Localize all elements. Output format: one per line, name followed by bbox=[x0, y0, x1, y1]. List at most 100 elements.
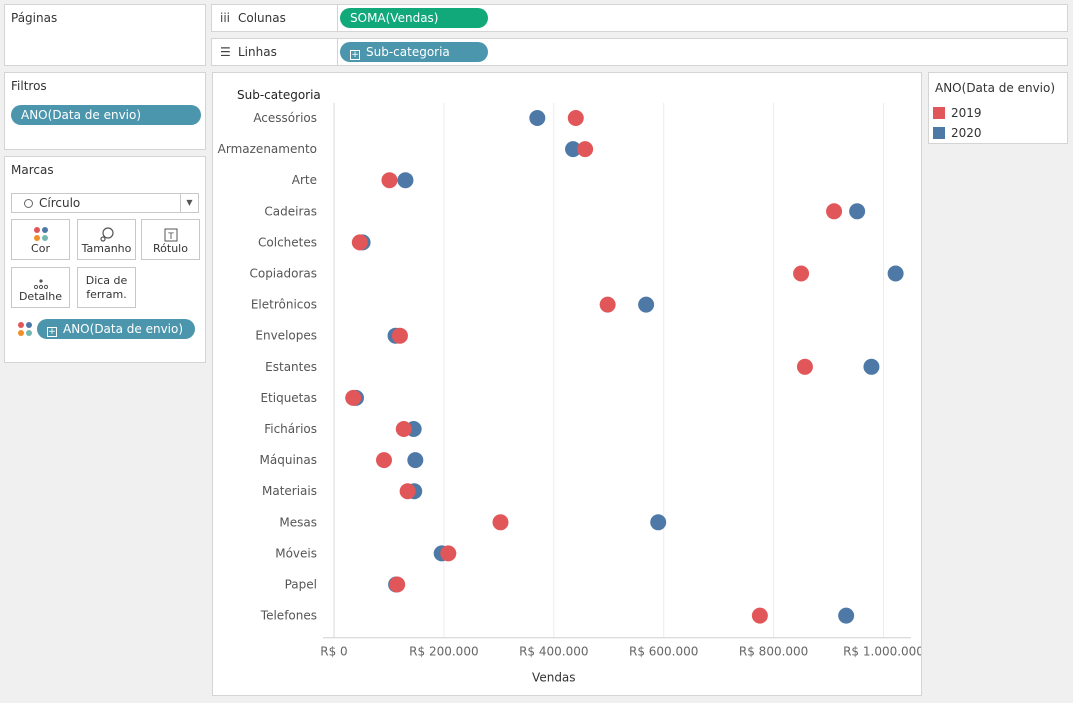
pages-panel-title: Páginas bbox=[11, 11, 58, 25]
legend-label-2019: 2019 bbox=[951, 106, 982, 120]
category-label: Mesas bbox=[279, 515, 317, 529]
point-2020 bbox=[638, 296, 655, 313]
point-2020 bbox=[407, 452, 424, 469]
category-label: Acessórios bbox=[253, 111, 317, 125]
point-2020 bbox=[529, 110, 546, 126]
x-tick-label: R$ 200.000 bbox=[409, 645, 478, 659]
x-tick-label: R$ 1.000.000 bbox=[843, 645, 921, 659]
category-label: Copiadoras bbox=[249, 267, 317, 281]
mark-type-label: Círculo bbox=[39, 196, 81, 210]
legend-title: ANO(Data de envio) bbox=[935, 81, 1056, 95]
tooltip-button[interactable]: Dica de ferram. bbox=[77, 267, 136, 308]
expand-icon[interactable]: + bbox=[350, 50, 360, 60]
expand-icon[interactable]: + bbox=[47, 327, 57, 337]
marks-panel: Marcas Círculo ▼ Cor Tamanho T Rótulo De… bbox=[4, 156, 206, 363]
category-label: Fichários bbox=[264, 422, 317, 436]
category-label: Móveis bbox=[275, 546, 317, 560]
category-label: Telefones bbox=[260, 609, 317, 623]
x-axis-title: Vendas bbox=[532, 671, 576, 685]
size-button-label: Tamanho bbox=[81, 242, 132, 255]
label-button-label: Rótulo bbox=[153, 242, 188, 255]
point-2019 bbox=[599, 296, 616, 313]
size-button[interactable]: Tamanho bbox=[77, 219, 136, 260]
color-pill-label: ANO(Data de envio) bbox=[63, 322, 184, 336]
point-2019 bbox=[399, 483, 416, 500]
point-2020 bbox=[650, 514, 667, 531]
point-2019 bbox=[395, 421, 412, 437]
dot-plot-chart: R$ 0 R$ 200.000 R$ 400.000 R$ 600.000 R$ 800… bbox=[218, 88, 921, 685]
point-2020 bbox=[397, 172, 414, 189]
rows-shelf-text: Linhas bbox=[238, 45, 277, 59]
chevron-down-icon[interactable]: ▼ bbox=[180, 194, 198, 212]
svg-text:T: T bbox=[167, 232, 174, 242]
point-2020 bbox=[565, 141, 582, 158]
columns-shelf-label: iii Colunas bbox=[212, 5, 338, 31]
point-2019 bbox=[492, 514, 509, 531]
x-tick-label: R$ 800.000 bbox=[739, 645, 808, 659]
legend-label-2020: 2020 bbox=[951, 126, 982, 140]
color-icon bbox=[33, 227, 48, 241]
category-label: Colchetes bbox=[258, 235, 317, 249]
columns-pill-label: SOMA(Vendas) bbox=[350, 11, 439, 25]
category-label: Armazenamento bbox=[218, 142, 317, 156]
color-button[interactable]: Cor bbox=[11, 219, 70, 260]
point-2020 bbox=[863, 358, 880, 375]
filter-pill-ano[interactable]: ANO(Data de envio) bbox=[11, 105, 201, 125]
rows-pill-label: Sub-categoria bbox=[366, 45, 450, 59]
detail-button-label: Detalhe bbox=[18, 290, 63, 303]
point-2019 bbox=[577, 141, 594, 158]
detail-icon bbox=[33, 279, 48, 290]
x-tick-label: R$ 400.000 bbox=[519, 645, 588, 659]
pages-panel: Páginas bbox=[4, 4, 206, 66]
label-button[interactable]: T Rótulo bbox=[141, 219, 200, 260]
filters-panel: Filtros ANO(Data de envio) bbox=[4, 72, 206, 150]
columns-icon: iii bbox=[220, 11, 231, 25]
marks-panel-title: Marcas bbox=[11, 163, 54, 177]
filters-panel-title: Filtros bbox=[11, 79, 47, 93]
y-axis-header: Sub-categoria bbox=[237, 88, 321, 102]
rows-pill-subcategoria[interactable]: + Sub-categoria bbox=[340, 42, 488, 62]
rows-shelf: ☰ Linhas + Sub-categoria bbox=[211, 38, 1068, 66]
color-encoding-icon bbox=[18, 322, 32, 336]
rows-icon: ☰ bbox=[220, 45, 231, 59]
color-button-label: Cor bbox=[31, 242, 50, 255]
point-2020 bbox=[887, 265, 904, 282]
legend-panel: ANO(Data de envio) 2019 2020 bbox=[928, 72, 1068, 144]
tooltip-button-label-2: ferram. bbox=[86, 288, 127, 301]
legend-swatch-2020 bbox=[933, 127, 945, 139]
columns-shelf: iii Colunas SOMA(Vendas) bbox=[211, 4, 1068, 32]
x-tick-label: R$ 0 bbox=[320, 645, 347, 659]
columns-pill-vendas[interactable]: SOMA(Vendas) bbox=[340, 8, 488, 28]
color-pill-ano[interactable]: + ANO(Data de envio) bbox=[37, 319, 195, 339]
filter-pill-label: ANO(Data de envio) bbox=[21, 108, 142, 122]
point-2019 bbox=[391, 327, 408, 344]
circle-icon bbox=[24, 199, 33, 208]
point-2019 bbox=[381, 172, 398, 189]
point-2019 bbox=[440, 545, 457, 562]
category-label: Envelopes bbox=[255, 329, 317, 343]
point-2019 bbox=[793, 265, 810, 282]
legend-item-2020[interactable]: 2020 bbox=[933, 123, 982, 143]
detail-button[interactable]: Detalhe bbox=[11, 267, 70, 308]
text-label-icon: T bbox=[164, 228, 177, 242]
point-2020 bbox=[849, 203, 866, 220]
legend-item-2019[interactable]: 2019 bbox=[933, 103, 982, 123]
rows-shelf-label: ☰ Linhas bbox=[212, 39, 338, 65]
point-2019 bbox=[751, 607, 768, 624]
legend-swatch-2019 bbox=[933, 107, 945, 119]
mark-type-dropdown[interactable]: Círculo ▼ bbox=[11, 193, 199, 213]
category-label: Eletrônicos bbox=[251, 298, 317, 312]
category-label: Papel bbox=[285, 578, 317, 592]
point-2020 bbox=[838, 607, 855, 624]
point-2019 bbox=[796, 358, 813, 375]
category-label: Cadeiras bbox=[264, 204, 317, 218]
category-label: Máquinas bbox=[260, 453, 317, 467]
point-2019 bbox=[389, 576, 406, 593]
point-2019 bbox=[351, 234, 368, 251]
point-2019 bbox=[375, 452, 392, 469]
point-2019 bbox=[826, 203, 843, 220]
columns-shelf-text: Colunas bbox=[238, 11, 286, 25]
category-label: Estantes bbox=[265, 360, 317, 374]
category-label: Etiquetas bbox=[260, 391, 317, 405]
chart-panel: R$ 0 R$ 200.000 R$ 400.000 R$ 600.000 R$ 800… bbox=[212, 72, 922, 696]
